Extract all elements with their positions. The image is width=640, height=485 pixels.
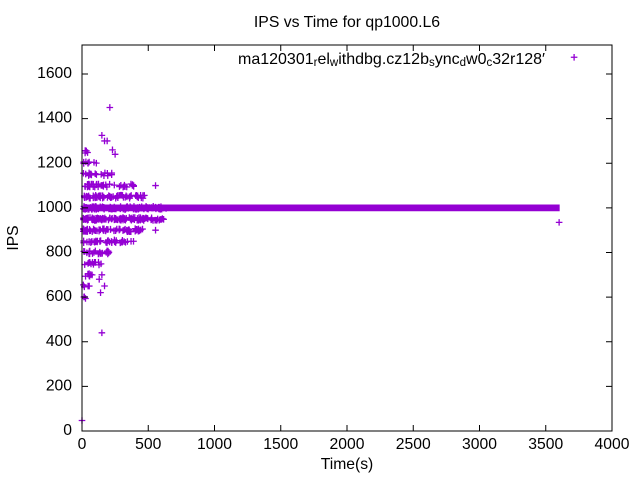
svg-text:1200: 1200 bbox=[37, 154, 72, 171]
svg-text:2000: 2000 bbox=[330, 436, 365, 453]
svg-text:500: 500 bbox=[135, 436, 161, 453]
svg-text:Time(s): Time(s) bbox=[321, 456, 374, 473]
svg-text:0: 0 bbox=[78, 436, 87, 453]
svg-text:800: 800 bbox=[46, 244, 72, 261]
svg-text:1600: 1600 bbox=[37, 65, 72, 82]
svg-text:3000: 3000 bbox=[462, 436, 497, 453]
svg-text:IPS: IPS bbox=[5, 225, 22, 250]
svg-text:ma120301relwithdbg.cz12bsyncdw: ma120301relwithdbg.cz12bsyncdw0c32r128′ bbox=[238, 51, 545, 69]
svg-text:2500: 2500 bbox=[396, 436, 431, 453]
svg-text:0: 0 bbox=[63, 422, 72, 439]
svg-text:1000: 1000 bbox=[197, 436, 232, 453]
svg-text:400: 400 bbox=[46, 333, 72, 350]
svg-text:1500: 1500 bbox=[263, 436, 298, 453]
svg-text:1000: 1000 bbox=[37, 199, 72, 216]
svg-text:4000: 4000 bbox=[595, 436, 630, 453]
svg-text:1400: 1400 bbox=[37, 110, 72, 127]
svg-text:600: 600 bbox=[46, 288, 72, 305]
svg-text:IPS vs Time for qp1000.L6: IPS vs Time for qp1000.L6 bbox=[254, 14, 440, 31]
svg-text:3500: 3500 bbox=[528, 436, 563, 453]
svg-text:200: 200 bbox=[46, 377, 72, 394]
